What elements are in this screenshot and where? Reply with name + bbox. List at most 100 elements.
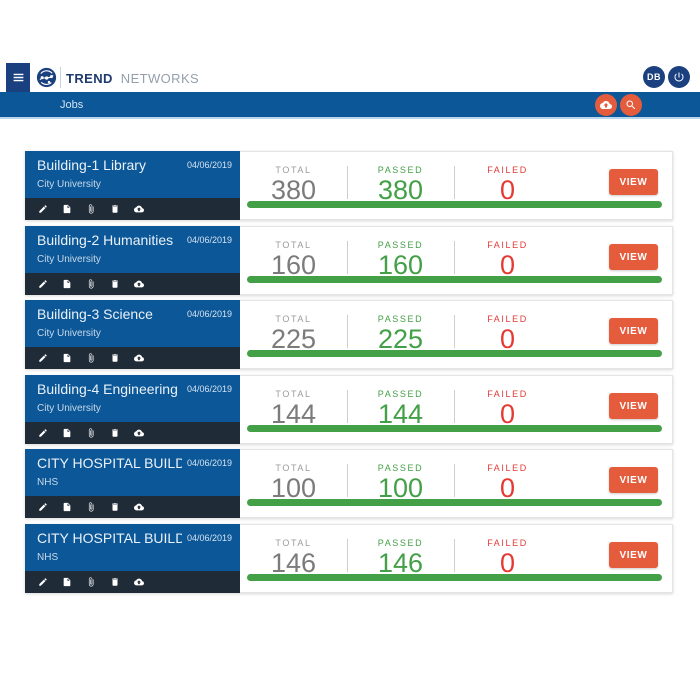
delete-icon[interactable]: [110, 577, 120, 587]
attachment-icon[interactable]: [86, 502, 96, 512]
delete-icon[interactable]: [110, 502, 120, 512]
logout-power-button[interactable]: [668, 66, 690, 88]
edit-icon[interactable]: [38, 204, 48, 214]
attachment-icon[interactable]: [86, 279, 96, 289]
edit-icon[interactable]: [38, 353, 48, 363]
card-action-bar: [25, 496, 240, 518]
attachment-icon[interactable]: [86, 353, 96, 363]
edit-icon[interactable]: [38, 279, 48, 289]
file-icon[interactable]: [62, 204, 72, 214]
jobs-toolbar: Jobs: [0, 92, 700, 119]
brand-divider: [60, 67, 61, 88]
stat-total-label: TOTAL: [275, 165, 312, 175]
job-date: 04/06/2019: [186, 533, 232, 543]
stat-total-value: 100: [270, 473, 317, 503]
delete-icon[interactable]: [110, 353, 120, 363]
progress-fill: [247, 201, 662, 208]
view-button[interactable]: VIEW: [609, 244, 658, 270]
stat-failed-label: FAILED: [487, 314, 528, 324]
cloud-sync-button[interactable]: [595, 94, 617, 116]
stat-passed: PASSED 380: [347, 165, 454, 204]
stat-failed: FAILED 0: [454, 314, 561, 353]
progress-fill: [247, 425, 662, 432]
pass-progress-bar: [247, 574, 662, 581]
stat-failed-value: 0: [499, 324, 516, 354]
stat-failed-value: 0: [499, 548, 516, 578]
progress-fill: [247, 574, 662, 581]
delete-icon[interactable]: [110, 279, 120, 289]
pass-progress-bar: [247, 350, 662, 357]
view-button[interactable]: VIEW: [609, 318, 658, 344]
attachment-icon[interactable]: [86, 577, 96, 587]
stat-total-value: 146: [270, 548, 317, 578]
job-date: 04/06/2019: [186, 384, 232, 394]
stat-passed-value: 146: [377, 548, 424, 578]
view-button[interactable]: VIEW: [609, 542, 658, 568]
logo-globe-icon: [36, 67, 57, 88]
job-card[interactable]: Building-2 Humanities 04/06/2019 City Un…: [25, 226, 673, 295]
view-button[interactable]: VIEW: [609, 169, 658, 195]
stat-passed-label: PASSED: [377, 389, 424, 399]
stat-failed-label: FAILED: [487, 389, 528, 399]
edit-icon[interactable]: [38, 577, 48, 587]
stat-passed-label: PASSED: [377, 240, 424, 250]
delete-icon[interactable]: [110, 204, 120, 214]
stat-divider: [347, 166, 348, 199]
cloud-upload-icon[interactable]: [134, 279, 144, 289]
card-action-bar: [25, 422, 240, 444]
file-icon[interactable]: [62, 279, 72, 289]
stat-total-value: 144: [270, 399, 317, 429]
stat-total-label: TOTAL: [275, 538, 312, 548]
stat-divider: [454, 464, 455, 497]
file-icon[interactable]: [62, 353, 72, 363]
job-card[interactable]: Building-4 Engineering 04/06/2019 City U…: [25, 375, 673, 444]
job-title: CITY HOSPITAL BUILDI...: [37, 530, 182, 546]
file-icon[interactable]: [62, 428, 72, 438]
stat-divider: [454, 390, 455, 423]
job-title: Building-4 Engineering: [37, 381, 178, 397]
stat-failed: FAILED 0: [454, 389, 561, 428]
breadcrumb: Jobs: [60, 99, 84, 111]
delete-icon[interactable]: [110, 428, 120, 438]
job-client: NHS: [37, 477, 59, 488]
stat-passed-value: 144: [377, 399, 424, 429]
job-stats: TOTAL 380 PASSED 380 FAILED 0 VIEW: [240, 152, 673, 219]
file-icon[interactable]: [62, 502, 72, 512]
attachment-icon[interactable]: [86, 204, 96, 214]
job-card[interactable]: Building-3 Science 04/06/2019 City Unive…: [25, 300, 673, 369]
user-avatar-button[interactable]: DB: [643, 66, 665, 88]
stat-total: TOTAL 144: [240, 389, 347, 428]
stat-failed: FAILED 0: [454, 538, 561, 577]
stat-passed: PASSED 225: [347, 314, 454, 353]
pass-progress-bar: [247, 425, 662, 432]
job-card[interactable]: CITY HOSPITAL BUILDI... 04/06/2019 NHS T…: [25, 524, 673, 593]
cloud-upload-icon[interactable]: [134, 428, 144, 438]
search-button[interactable]: [620, 94, 642, 116]
job-client: City University: [37, 179, 101, 190]
file-icon[interactable]: [62, 577, 72, 587]
stat-total-value: 380: [270, 175, 317, 205]
stat-passed-label: PASSED: [377, 165, 424, 175]
cloud-upload-icon[interactable]: [134, 204, 144, 214]
job-card[interactable]: CITY HOSPITAL BUILDI... 04/06/2019 NHS T…: [25, 449, 673, 518]
stat-total: TOTAL 100: [240, 463, 347, 502]
job-card-header: CITY HOSPITAL BUILDI... 04/06/2019 NHS: [25, 449, 240, 518]
job-card[interactable]: Building-1 Library 04/06/2019 City Unive…: [25, 151, 673, 220]
job-date: 04/06/2019: [186, 160, 232, 170]
job-card-header: Building-4 Engineering 04/06/2019 City U…: [25, 375, 240, 444]
edit-icon[interactable]: [38, 502, 48, 512]
search-icon: [625, 99, 637, 111]
pass-progress-bar: [247, 499, 662, 506]
cloud-upload-icon[interactable]: [134, 577, 144, 587]
hamburger-menu-button[interactable]: [6, 63, 30, 92]
stat-failed-label: FAILED: [487, 165, 528, 175]
view-button[interactable]: VIEW: [609, 393, 658, 419]
stat-passed: PASSED 100: [347, 463, 454, 502]
attachment-icon[interactable]: [86, 428, 96, 438]
job-card-header: Building-2 Humanities 04/06/2019 City Un…: [25, 226, 240, 295]
view-button[interactable]: VIEW: [609, 467, 658, 493]
cloud-upload-icon[interactable]: [134, 353, 144, 363]
stat-passed-value: 160: [377, 250, 424, 280]
cloud-upload-icon[interactable]: [134, 502, 144, 512]
edit-icon[interactable]: [38, 428, 48, 438]
